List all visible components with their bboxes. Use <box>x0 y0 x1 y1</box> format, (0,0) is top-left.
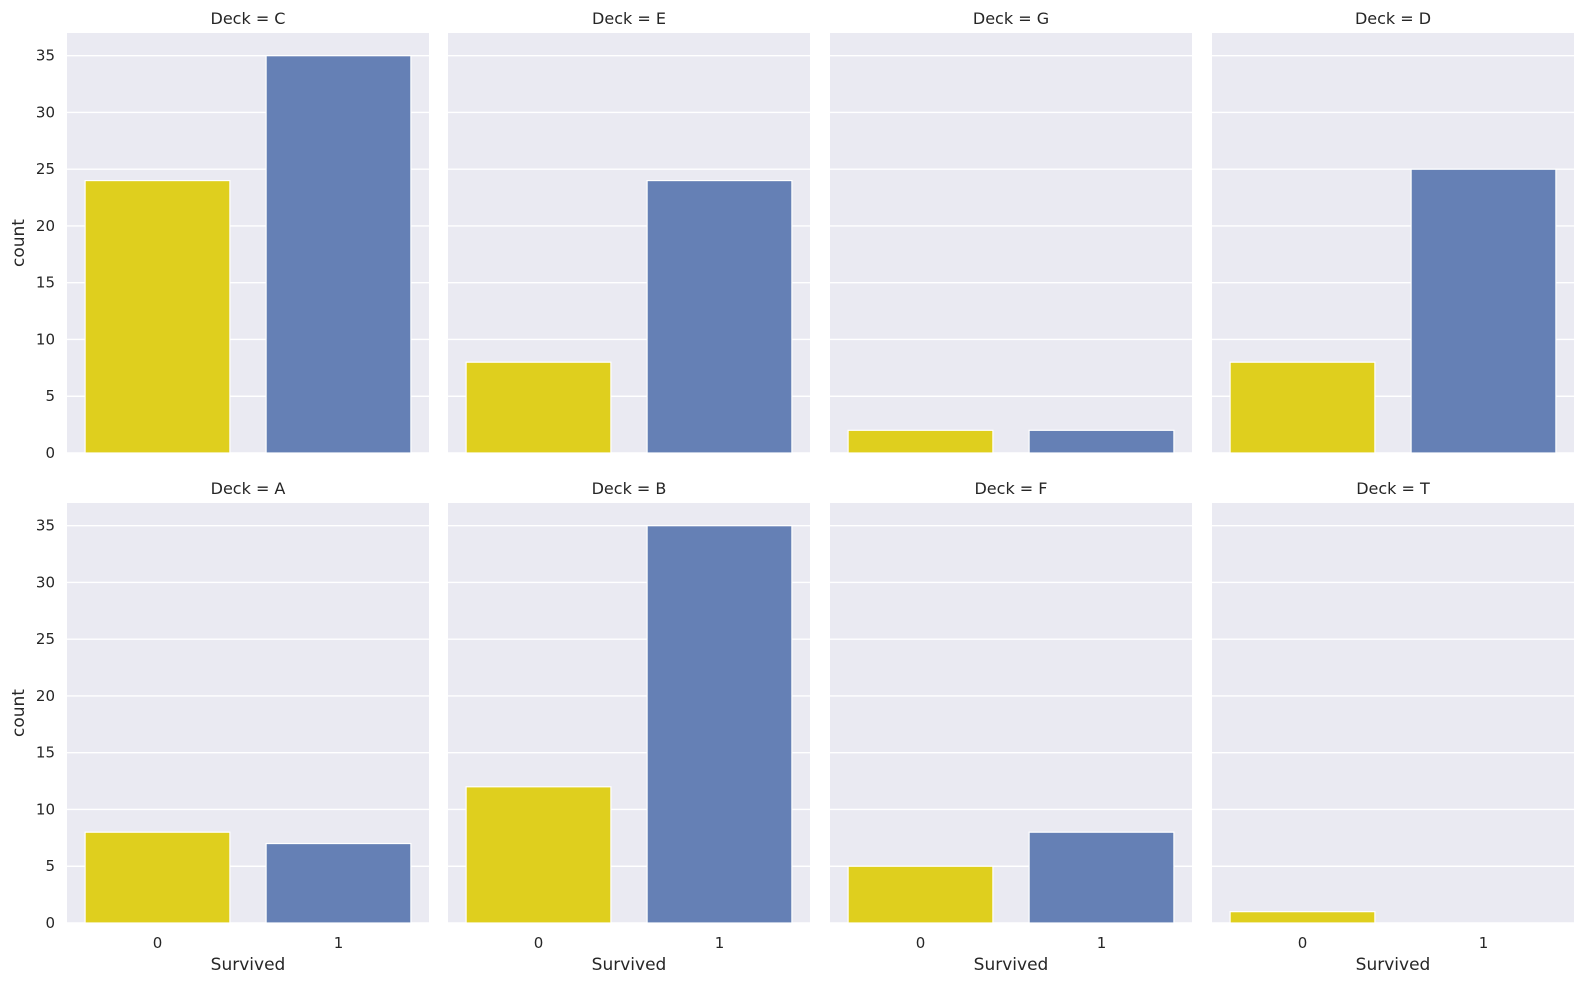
bar-1 <box>1028 429 1175 454</box>
y-tick-label: 30 <box>36 573 55 591</box>
bar-0 <box>1229 911 1376 924</box>
facet-title: Deck = D <box>1355 9 1431 28</box>
x-axis-label: Survived <box>211 955 286 975</box>
y-tick-label: 35 <box>36 517 55 535</box>
y-tick-label: 10 <box>36 330 55 348</box>
y-tick-label: 10 <box>36 800 55 818</box>
x-tick-label: 1 <box>1479 934 1489 952</box>
y-tick-label: 15 <box>36 744 55 762</box>
x-axis-label: Survived <box>592 955 667 975</box>
facet-title: Deck = A <box>211 479 286 498</box>
facet-title: Deck = E <box>592 9 666 28</box>
y-tick-label: 0 <box>45 914 55 932</box>
y-tick-label: 5 <box>45 857 55 875</box>
bar-1 <box>265 55 412 454</box>
x-tick-label: 1 <box>334 934 344 952</box>
bar-1 <box>1028 831 1175 924</box>
y-tick-label: 25 <box>36 160 55 178</box>
bar-0 <box>465 786 612 924</box>
x-tick-label: 1 <box>1097 934 1107 952</box>
bar-0 <box>465 361 612 454</box>
bar-0 <box>847 865 994 924</box>
facet-title: Deck = G <box>973 9 1049 28</box>
bar-1 <box>265 842 412 924</box>
y-axis-label: count <box>9 689 29 737</box>
facet-title: Deck = F <box>974 479 1047 498</box>
x-tick-label: 0 <box>1298 934 1308 952</box>
x-axis-label: Survived <box>1356 955 1431 975</box>
bar-1 <box>1410 168 1557 454</box>
x-tick-label: 1 <box>715 934 725 952</box>
bar-0 <box>847 429 994 454</box>
y-tick-label: 25 <box>36 630 55 648</box>
x-tick-label: 0 <box>534 934 544 952</box>
facet-title: Deck = B <box>592 479 667 498</box>
x-tick-label: 0 <box>153 934 163 952</box>
bar-0 <box>84 179 231 454</box>
facet-title: Deck = C <box>211 9 286 28</box>
panel-background <box>1212 503 1574 923</box>
bar-0 <box>1229 361 1376 454</box>
bar-1 <box>646 525 793 924</box>
y-tick-label: 30 <box>36 103 55 121</box>
y-tick-label: 20 <box>36 217 55 235</box>
y-axis-label: count <box>9 219 29 267</box>
y-tick-label: 35 <box>36 47 55 65</box>
x-tick-label: 0 <box>916 934 926 952</box>
y-tick-label: 5 <box>45 387 55 405</box>
bar-1 <box>646 179 793 454</box>
x-axis-label: Survived <box>974 955 1049 975</box>
facet-title: Deck = T <box>1356 479 1430 498</box>
y-tick-label: 0 <box>45 444 55 462</box>
y-tick-label: 20 <box>36 687 55 705</box>
y-tick-label: 15 <box>36 274 55 292</box>
bar-0 <box>84 831 231 924</box>
panel-background <box>830 33 1192 453</box>
